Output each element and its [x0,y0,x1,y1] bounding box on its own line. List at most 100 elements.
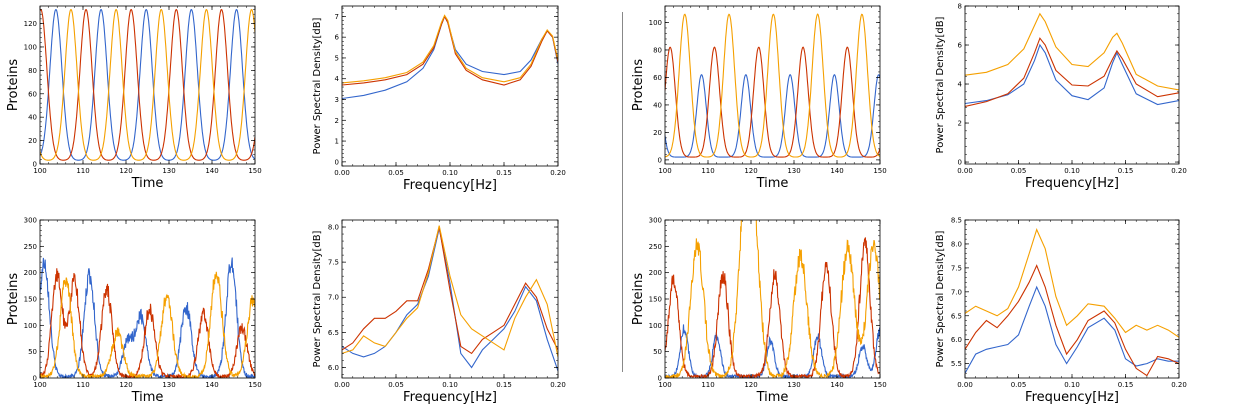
y-tick-label: 80 [653,46,662,54]
x-tick-label: 140 [205,167,218,175]
x-tick-label: 100 [33,167,46,175]
series-line-red [965,37,1179,108]
series-line-blue [965,43,1179,106]
y-tick-label: 40 [28,114,37,122]
x-tick-label: 110 [701,381,714,389]
x-tick-label: 0.15 [496,169,512,177]
y-tick-label: 6 [958,42,963,50]
series-line-blue [40,257,255,378]
series-line-red [965,264,1179,377]
x-tick-label: 110 [701,167,714,175]
y-axis-label: Power Spectral Density[dB] [312,230,323,367]
x-tick-label: 0.00 [957,381,973,389]
x-tick-label: 0.00 [957,167,973,175]
y-axis-label: Proteins [6,273,21,326]
series-line-orange [965,228,1179,338]
x-tick-label: 120 [744,381,757,389]
y-tick-label: 0 [33,375,37,383]
series-line-orange [665,13,880,158]
panel-stoch-psd-2: 0.00 0.05 0.10 0.15 0.20 5.5 6.0 6.5 7.0 7.5 8.0 8.… [925,210,1234,410]
x-tick-label: 100 [33,381,46,389]
y-tick-label: 8 [958,3,962,11]
y-tick-label: 80 [28,67,37,75]
panel-stoch-psd-1: 0.00 0.05 0.10 0.15 0.20 6.0 6.5 7.0 7.5 8.0 Frequ… [300,210,610,410]
y-tick-label: 100 [24,43,37,51]
y-axis-label: Power Spectral Density[dB] [312,17,323,154]
x-axis-label: Time [131,176,164,191]
x-tick-label: 120 [744,167,757,175]
y-tick-label: 4 [958,81,963,89]
x-tick-label: 0.20 [550,169,566,177]
series-line-orange [665,220,880,378]
chart-stoch-time-2: 100 110 120 130 140 150 0 50 100 150 200 250 300 Time… [631,217,887,406]
series-line-orange [342,225,558,358]
chart-stoch-psd-2: 0.00 0.05 0.10 0.15 0.20 5.5 6.0 6.5 7.0 7.5 8.0 8.… [935,217,1187,406]
x-tick-label: 150 [873,167,886,175]
y-tick-label: 3 [335,96,339,104]
x-tick-label: 150 [248,381,261,389]
x-tick-label: 0.15 [1118,167,1134,175]
y-tick-label: 8.5 [951,217,962,225]
x-tick-label: 110 [76,167,89,175]
y-tick-label: 6.0 [328,364,339,372]
series-line-orange [40,8,255,161]
y-tick-label: 5 [335,54,339,62]
panel-det-time-1: 100 110 120 130 140 150 0 20 40 60 80 100 120 Time Pro… [0,0,300,195]
y-tick-label: 6 [335,34,340,42]
chart-stoch-psd-1: 0.00 0.05 0.10 0.15 0.20 6.0 6.5 7.0 7.5 8.0 Frequ… [312,219,566,405]
y-tick-label: 50 [28,348,37,356]
x-tick-label: 120 [119,167,132,175]
x-tick-label: 100 [658,167,671,175]
x-tick-label: 0.20 [1171,167,1187,175]
y-tick-label: 60 [653,74,662,82]
y-tick-label: 100 [649,322,662,330]
y-tick-label: 20 [28,137,37,145]
y-tick-label: 100 [24,322,37,330]
x-tick-label: 0.05 [388,381,404,389]
y-tick-label: 6.0 [951,336,962,344]
plot-frame [39,5,256,165]
chart-det-time-2: 100 110 120 130 140 150 0 20 40 60 80 100 Time Protei… [631,5,887,191]
x-tick-label: 120 [119,381,132,389]
y-tick-label: 120 [24,20,37,28]
y-tick-label: 7 [335,13,339,21]
plot-frame [341,219,559,379]
y-tick-label: 0 [658,375,662,383]
y-tick-label: 20 [653,129,662,137]
y-tick-label: 8.0 [328,224,339,232]
y-tick-label: 150 [649,296,662,304]
y-axis-label: Proteins [631,273,646,326]
x-tick-label: 140 [205,381,218,389]
panel-det-time-2: 100 110 120 130 140 150 0 20 40 60 80 100 Time Protei… [625,0,925,195]
x-tick-label: 130 [162,381,175,389]
y-axis-label: Power Spectral Density[dB] [935,16,946,153]
plot-frame [664,5,881,165]
plot-frame [39,219,256,379]
y-tick-label: 2 [958,120,962,128]
y-tick-label: 7.0 [328,294,339,302]
plot-area [342,14,558,100]
x-tick-label: 140 [830,381,843,389]
x-axis-label: Frequency[Hz] [1025,390,1119,405]
y-tick-label: 7.0 [951,288,962,296]
series-line-blue [665,324,880,378]
series-line-blue [665,73,880,158]
y-tick-label: 0 [33,161,37,169]
y-tick-label: 6.5 [328,329,339,337]
series-line-blue [40,8,255,161]
plot-area [342,225,558,372]
plot-area [965,228,1179,377]
x-axis-label: Time [756,390,789,405]
y-tick-label: 7.5 [951,264,962,272]
x-tick-label: 0.05 [1011,167,1027,175]
series-line-red [40,268,255,378]
chart-stoch-time-1: 100 110 120 130 140 150 0 50 100 150 200 250 300 Time… [6,217,262,406]
series-line-orange [342,14,558,84]
y-tick-label: 300 [649,217,662,225]
x-tick-label: 0.10 [442,169,458,177]
plot-area [665,13,880,158]
y-tick-label: 2 [335,117,339,125]
y-tick-label: 200 [649,269,662,277]
x-tick-label: 130 [787,381,800,389]
x-tick-label: 100 [658,381,671,389]
